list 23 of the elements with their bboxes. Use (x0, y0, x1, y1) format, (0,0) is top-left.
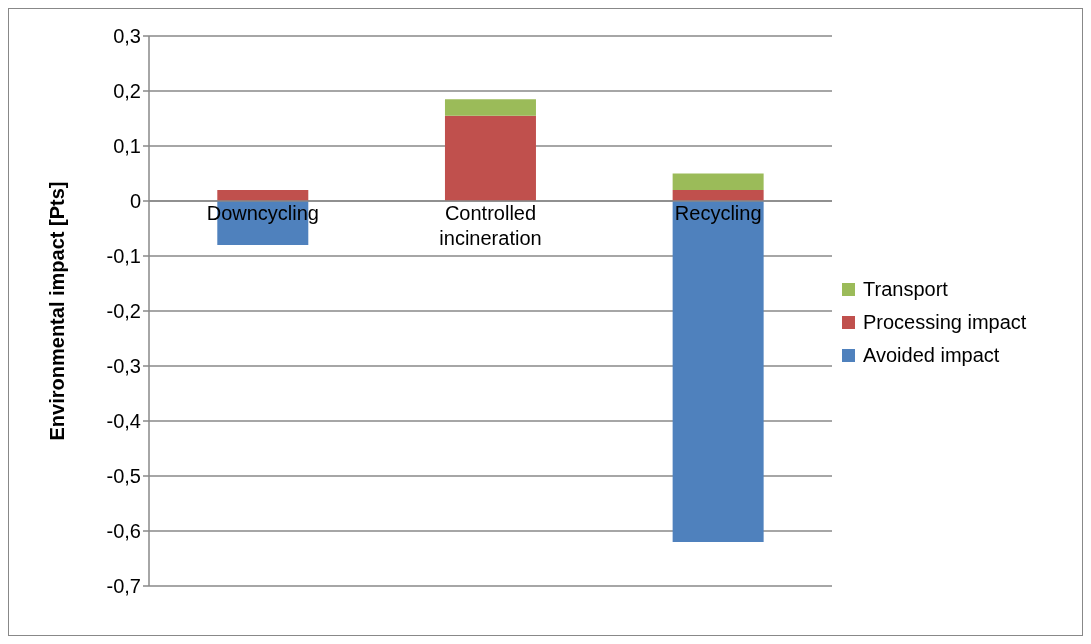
y-tick-label: -0,5 (106, 465, 141, 488)
y-tick-label: -0,2 (106, 300, 141, 323)
bar (444, 99, 536, 116)
bar (217, 190, 309, 201)
bar (672, 173, 764, 190)
bar (672, 201, 764, 542)
y-tick-label: -0,6 (106, 520, 141, 543)
y-tick-label: -0,1 (106, 245, 141, 268)
y-tick-label: 0,1 (113, 135, 141, 158)
y-tick-label: 0 (129, 190, 141, 213)
x-tick-label: Recycling (674, 201, 762, 224)
y-tick-label: -0,4 (106, 410, 141, 433)
legend-label: Processing impact (862, 310, 1028, 334)
bar (672, 190, 764, 201)
y-tick-label: 0,2 (113, 80, 141, 103)
y-tick-label: 0,3 (113, 25, 141, 48)
legend-label: Avoided impact (862, 343, 1001, 367)
x-tick-label: Controlled incineration (439, 201, 542, 249)
y-axis-title: Environmental impact [Pts] (46, 181, 69, 441)
bar (444, 115, 536, 201)
legend-label: Transport (862, 277, 949, 301)
y-tick-label: -0,7 (106, 575, 141, 598)
y-tick-label: -0,3 (106, 355, 141, 378)
